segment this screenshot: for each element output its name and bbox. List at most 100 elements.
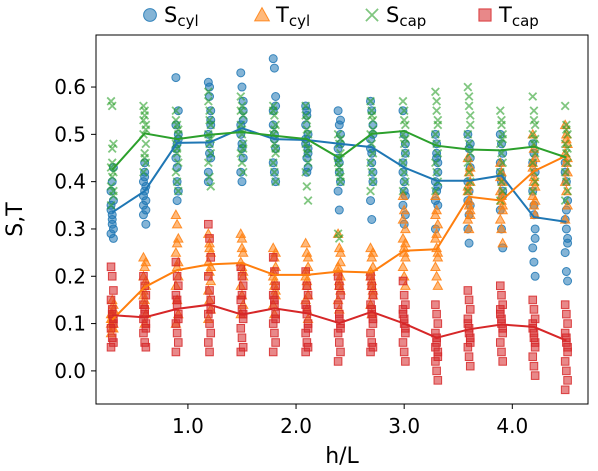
legend-label-subscript: cyl: [289, 12, 310, 30]
series-tcap-mean-line: [112, 303, 567, 342]
data-point-scap: [400, 177, 410, 187]
data-point-tcap: [270, 328, 279, 338]
data-point-scyl: [335, 115, 345, 125]
data-point-tcyl: [170, 246, 182, 257]
data-point-scap: [107, 101, 117, 111]
data-point-scap: [206, 181, 216, 191]
data-point-scap: [301, 167, 311, 177]
data-point-tcap: [497, 314, 506, 324]
data-point-scyl: [367, 215, 377, 224]
data-point-tcap: [495, 305, 505, 314]
data-point-tcap: [562, 333, 571, 343]
legend-marker-scap: [365, 8, 379, 22]
data-point-tcap: [463, 319, 473, 328]
data-point-scap: [107, 144, 117, 153]
data-point-scyl: [271, 101, 281, 111]
data-point-tcap: [529, 328, 539, 338]
data-point-scyl: [495, 129, 505, 139]
data-point-scap: [398, 96, 408, 106]
data-point-scap: [528, 92, 538, 101]
data-point-scap: [560, 139, 570, 149]
data-point-tcap: [236, 324, 246, 333]
data-point-scap: [269, 125, 279, 135]
data-point-scap: [528, 186, 538, 196]
data-point-scap: [206, 148, 216, 158]
data-point-scap: [561, 125, 571, 135]
legend-label-main: S: [164, 3, 177, 27]
data-point-tcap: [399, 314, 409, 324]
data-point-scap: [238, 144, 248, 153]
data-point-tcap: [529, 361, 539, 371]
data-point-scyl: [333, 186, 343, 196]
data-point-scap: [368, 177, 378, 187]
data-point-scap: [268, 158, 278, 168]
data-point-tcap: [560, 357, 570, 366]
data-point-tcap: [530, 371, 540, 380]
data-point-scyl: [172, 196, 182, 206]
data-point-tcyl: [463, 199, 475, 210]
data-point-tcap: [401, 357, 410, 366]
data-point-scap: [463, 129, 473, 139]
data-point-tcyl: [302, 251, 314, 262]
data-point-tcap: [205, 286, 214, 295]
data-point-tcap: [465, 305, 475, 314]
data-point-scap: [430, 158, 440, 168]
data-point-tcap: [367, 305, 377, 314]
data-point-scap: [399, 106, 409, 116]
data-point-tcyl: [397, 261, 409, 271]
data-point-tcap: [106, 262, 116, 272]
data-point-scap: [334, 163, 344, 172]
data-point-scap: [106, 181, 116, 191]
data-point-tcap: [303, 324, 313, 333]
x-tick-label: 1.0: [172, 414, 204, 438]
data-point-tcap: [109, 286, 118, 295]
data-point-scap: [399, 115, 409, 125]
legend-label-scyl: Scyl: [164, 3, 199, 30]
data-point-tcap: [529, 305, 539, 314]
data-point-tcap: [303, 290, 313, 300]
data-point-scap: [238, 167, 248, 177]
data-point-tcyl: [332, 261, 344, 271]
data-point-scap: [269, 167, 279, 177]
data-point-tcap: [237, 271, 247, 281]
data-point-scyl: [171, 73, 181, 83]
data-point-tcyl: [497, 204, 509, 215]
data-point-scap: [139, 167, 148, 177]
data-point-tcap: [336, 290, 345, 300]
axis-ticks: [91, 86, 513, 409]
data-point-tcap: [106, 342, 116, 352]
data-point-tcap: [398, 305, 408, 314]
y-tick-label: 0.5: [54, 122, 86, 146]
data-point-scyl: [530, 233, 540, 243]
data-point-scap: [530, 177, 540, 187]
data-point-tcyl: [399, 223, 411, 234]
x-axis-label: h/L: [325, 444, 359, 469]
data-point-tcap: [497, 347, 506, 357]
data-point-scap: [433, 115, 443, 125]
data-point-tcyl: [204, 242, 215, 253]
data-point-tcyl: [432, 246, 444, 257]
data-point-scyl: [236, 167, 246, 177]
data-point-tcyl: [432, 251, 444, 262]
data-point-scap: [302, 125, 312, 135]
data-point-scap: [368, 148, 378, 158]
data-point-scap: [432, 106, 442, 116]
data-point-scyl: [563, 276, 573, 286]
data-point-scap: [433, 148, 443, 158]
data-point-tcap: [366, 347, 375, 357]
data-point-scap: [464, 167, 474, 177]
data-point-tcyl: [237, 246, 249, 257]
data-point-tcap: [432, 366, 441, 376]
data-point-tcap: [171, 257, 181, 267]
data-point-tcap: [398, 276, 408, 286]
data-point-scap: [366, 96, 375, 106]
data-point-scyl: [528, 243, 538, 253]
data-point-scap: [529, 106, 539, 116]
data-point-scap: [301, 110, 311, 120]
data-point-scap: [528, 129, 538, 139]
legend-label-main: T: [498, 3, 512, 27]
data-point-scap: [464, 139, 474, 149]
data-point-scyl: [333, 106, 343, 116]
data-point-tcap: [205, 347, 214, 357]
